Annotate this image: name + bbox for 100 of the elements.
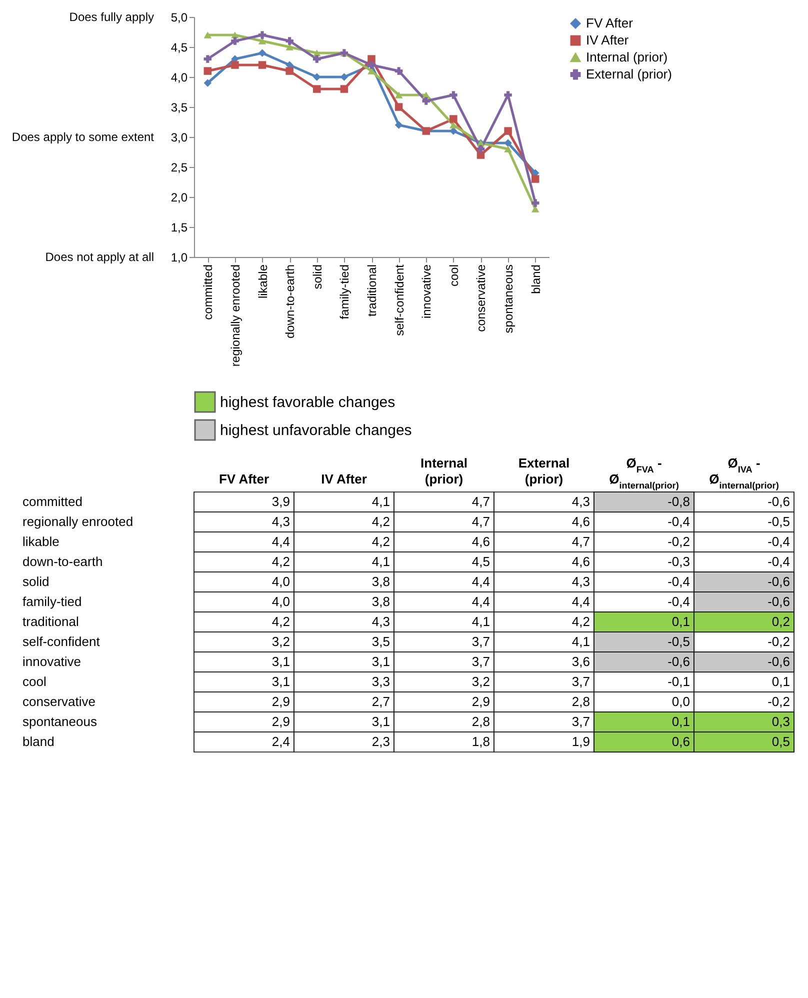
text: -0,4 xyxy=(768,554,790,569)
text: Does not apply at all xyxy=(45,250,154,264)
point xyxy=(231,61,239,69)
text: 4,5 xyxy=(472,554,490,569)
point xyxy=(204,67,212,75)
text: 0,2 xyxy=(772,614,790,629)
text: 4,6 xyxy=(572,554,590,569)
text: 2,9 xyxy=(272,694,290,709)
text: 3,7 xyxy=(572,714,590,729)
text: -0,5 xyxy=(668,634,690,649)
text: 3,5 xyxy=(372,634,390,649)
legend-label: IV After xyxy=(586,32,630,48)
point xyxy=(450,115,458,123)
point xyxy=(394,67,403,75)
point xyxy=(504,127,512,135)
text: 3,8 xyxy=(372,594,390,609)
y-tick-label: 4,5 xyxy=(170,40,188,54)
text: 1,8 xyxy=(472,734,490,749)
text: 0,5 xyxy=(772,734,790,749)
point xyxy=(340,85,348,93)
text: highest unfavorable changes xyxy=(220,422,412,439)
text: 3,7 xyxy=(572,674,590,689)
text: 0,6 xyxy=(672,734,690,749)
point xyxy=(204,79,212,87)
text: 4,2 xyxy=(272,554,290,569)
text: 4,7 xyxy=(572,534,590,549)
text: -0,6 xyxy=(768,494,790,509)
point xyxy=(368,55,376,63)
point xyxy=(504,139,512,147)
point xyxy=(531,199,540,207)
text: 4,3 xyxy=(272,514,290,529)
point xyxy=(286,37,294,45)
text: 4,3 xyxy=(572,494,590,509)
text: 4,2 xyxy=(372,534,390,549)
text: 1,9 xyxy=(572,734,590,749)
text: -0,4 xyxy=(768,534,790,549)
point xyxy=(476,145,485,153)
category-label: conservative xyxy=(22,694,96,709)
text: 4,1 xyxy=(472,614,490,629)
text: 3,1 xyxy=(272,654,290,669)
x-tick-label: down-to-earth xyxy=(283,264,298,339)
text: 4,1 xyxy=(372,494,390,509)
category-label: Ø$_{FVA}$ - Ø$_{internal(prior)}$ xyxy=(609,456,679,490)
text: 3,1 xyxy=(372,654,390,669)
text: 2,9 xyxy=(272,714,290,729)
x-tick-label: regionally enrooted xyxy=(228,264,242,367)
text: 2,8 xyxy=(472,714,490,729)
y-tick-label: 3,5 xyxy=(170,100,188,114)
point xyxy=(231,37,239,45)
x-tick-label: traditional xyxy=(365,264,379,317)
text: -0,3 xyxy=(668,554,690,569)
x-tick-label: innovative xyxy=(420,264,434,319)
text: 4,4 xyxy=(572,594,590,609)
text: 3,1 xyxy=(372,714,390,729)
point xyxy=(313,85,321,93)
point xyxy=(258,61,266,69)
point xyxy=(258,49,266,57)
text: 4,4 xyxy=(272,534,290,549)
text: -0,6 xyxy=(768,594,790,609)
text: 3,7 xyxy=(472,654,490,669)
point xyxy=(394,103,403,111)
text: -0,8 xyxy=(668,494,690,509)
category-label: FV After xyxy=(218,472,270,486)
text: 2,3 xyxy=(372,734,390,749)
point xyxy=(313,73,321,81)
text: 4,1 xyxy=(372,554,390,569)
text: 4,7 xyxy=(472,514,490,529)
point xyxy=(531,206,540,212)
text: Does apply to some extent xyxy=(12,130,155,144)
y-tick-label: 2,0 xyxy=(170,190,188,204)
point xyxy=(504,146,512,152)
text: 4,2 xyxy=(272,614,290,629)
category-label: likable xyxy=(22,534,60,549)
point xyxy=(286,44,294,50)
category-label: IV After xyxy=(321,472,367,486)
point xyxy=(258,31,266,39)
y-tick-label: 2,5 xyxy=(170,160,188,174)
text: 2,4 xyxy=(272,734,290,749)
x-tick-label: committed xyxy=(201,264,216,320)
point xyxy=(204,55,212,63)
text: -0,2 xyxy=(768,694,790,709)
text: -0,2 xyxy=(668,534,690,549)
x-tick-label: bland xyxy=(528,264,543,294)
legend-label: FV After xyxy=(586,16,634,30)
text: 2,9 xyxy=(472,694,490,709)
point xyxy=(313,55,321,63)
text: 4,4 xyxy=(472,574,490,589)
text: 3,9 xyxy=(272,494,290,509)
y-tick-label: 1,0 xyxy=(170,250,188,264)
category-label: committed xyxy=(22,494,82,509)
category-label: regionally enrooted xyxy=(22,514,134,529)
text: -0,5 xyxy=(768,514,790,529)
text: 0,0 xyxy=(672,694,690,709)
text: 3,2 xyxy=(472,674,490,689)
x-tick-label: conservative xyxy=(474,264,488,332)
text: 4,1 xyxy=(572,634,590,649)
x-tick-label: solid xyxy=(310,264,324,290)
text: 3,6 xyxy=(572,654,590,669)
category-label: spontaneous xyxy=(22,714,97,729)
category-label: down-to-earth xyxy=(22,554,103,569)
